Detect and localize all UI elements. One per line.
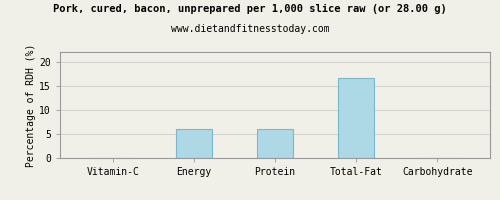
Y-axis label: Percentage of RDH (%): Percentage of RDH (%) <box>26 43 36 167</box>
Bar <box>338 78 374 158</box>
Text: Pork, cured, bacon, unprepared per 1,000 slice raw (or 28.00 g): Pork, cured, bacon, unprepared per 1,000… <box>53 4 447 14</box>
Bar <box>176 129 212 158</box>
Text: www.dietandfitnesstoday.com: www.dietandfitnesstoday.com <box>170 24 330 34</box>
Bar <box>256 129 294 158</box>
